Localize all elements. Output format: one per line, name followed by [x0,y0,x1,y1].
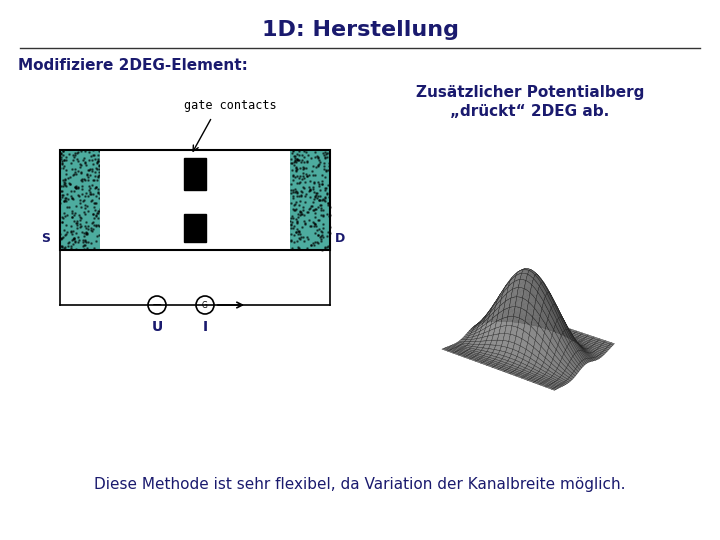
Text: D: D [335,232,345,245]
Text: Diese Methode ist sehr flexibel, da Variation der Kanalbreite möglich.: Diese Methode ist sehr flexibel, da Vari… [94,477,626,492]
Bar [184,214,206,242]
Bar [60,150,330,250]
Text: G: G [202,300,208,309]
Text: S: S [42,232,50,245]
Bar [60,150,100,250]
Text: Zusätzlicher Potentialberg: Zusätzlicher Potentialberg [416,84,644,99]
Text: gate contacts: gate contacts [184,98,276,111]
Bar [100,150,290,250]
Text: U: U [151,320,163,334]
Text: −: − [152,299,162,312]
Bar [290,150,330,250]
Text: Modifiziere 2DEG-Element:: Modifiziere 2DEG-Element: [18,58,248,73]
Text: „drückt“ 2DEG ab.: „drückt“ 2DEG ab. [451,105,610,119]
Bar [184,158,206,190]
Text: 1D: Herstellung: 1D: Herstellung [261,20,459,40]
Text: I: I [202,320,207,334]
